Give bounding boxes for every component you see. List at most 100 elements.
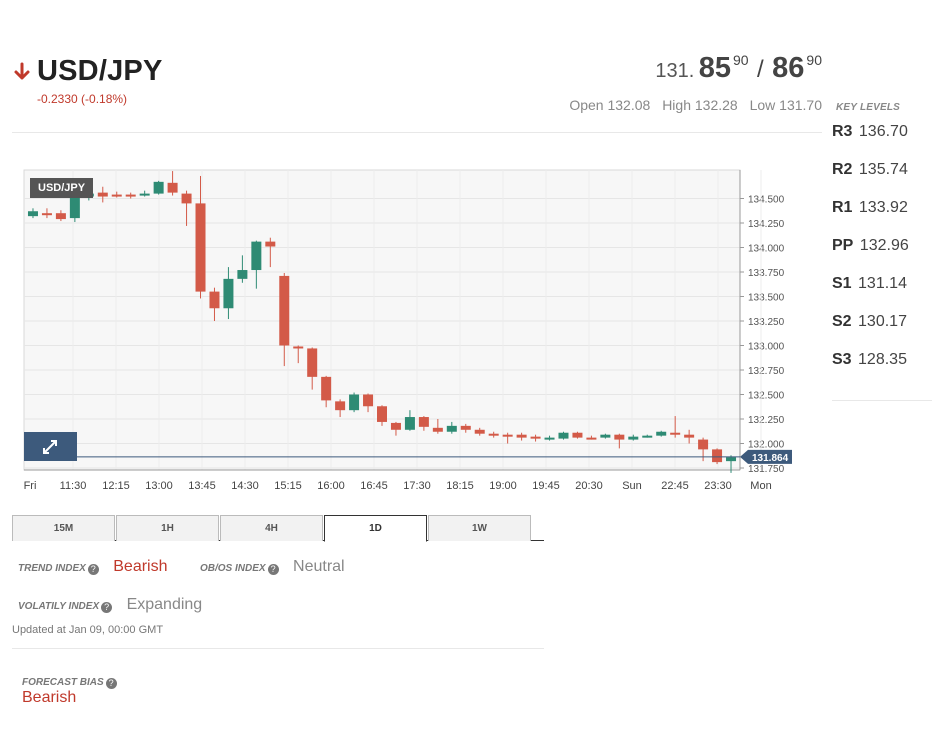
price-chart[interactable]: 134.500 134.250 134.000 133.750 133.500 133.2… [22,168,796,498]
x-tick-label: 13:45 [188,480,216,492]
volatility-index-row: VOLATILY INDEX? Expanding [18,596,202,614]
level-name: PP [832,237,854,254]
help-icon[interactable]: ? [101,602,113,613]
level-value: 130.17 [858,313,907,330]
x-tick-label: Sun [622,480,642,492]
obos-index-row: OB/OS INDEX? Neutral [200,558,345,576]
divider [832,400,932,401]
candle-body [55,213,66,220]
level-value: 135.74 [858,161,908,178]
candle-body [237,270,248,279]
trend-index-row: TREND INDEX? Bearish [18,558,168,576]
candle-body [125,194,136,197]
bid-big: 85 [698,52,731,84]
y-tick-label: 132.250 [748,415,785,426]
x-tick-label: 14:30 [231,480,259,492]
x-tick-label: 20:30 [575,480,603,492]
level-name: S2 [832,313,852,330]
level-value: 131.14 [858,275,907,292]
open-high-low: Open 132.08 High 132.28 Low 131.70 [561,97,822,113]
x-tick-label: 19:45 [532,480,560,492]
candle-body [418,417,429,427]
candle-body [684,434,695,438]
candle-body [726,457,737,462]
candle-body [474,429,485,434]
key-level-s3: S3 128.35 [832,349,942,387]
key-level-r3: R3 136.70 [832,121,942,159]
x-tick-label: 22:45 [661,480,689,492]
updated-timestamp: Updated at Jan 09, 00:00 GMT [12,624,164,636]
y-tick-label: 131.750 [748,464,785,475]
candlestick-chart[interactable]: 134.500 134.250 134.000 133.750 133.500 133.2… [22,168,796,498]
candle-body [209,291,220,309]
candle-body [390,422,401,430]
tab-4h[interactable]: 4H [220,515,323,541]
volatility-index-value: Expanding [126,596,203,613]
help-icon[interactable]: ? [267,564,279,575]
x-tick-label: 12:15 [102,480,130,492]
tab-1w[interactable]: 1W [428,515,531,541]
candle-body [600,434,611,438]
expand-chart-button[interactable] [24,432,77,461]
y-tick-label: 133.250 [748,317,785,328]
low-value: Low 131.70 [749,97,822,113]
key-level-pp: PP 132.96 [832,235,942,273]
level-name: R3 [832,123,853,140]
x-tick-label: Fri [24,480,37,492]
level-value: 132.96 [859,237,909,254]
candle-body [111,194,122,197]
help-icon[interactable]: ? [87,564,99,575]
chart-symbol-label: USD/JPY [30,178,94,198]
candle-body [516,434,527,438]
pair-title: USD/JPY [37,55,163,87]
candle-body [656,431,667,436]
level-name: R2 [832,161,853,178]
candle-body [614,434,625,440]
bid-prefix: 131. [655,60,695,82]
level-value: 133.92 [858,199,908,216]
key-level-s2: S2 130.17 [832,311,942,349]
obos-index-value: Neutral [293,558,345,575]
candle-body [153,181,164,194]
key-levels-panel: KEY LEVELS R3 136.70 R2 135.74 R1 133.92… [832,102,942,387]
candle-body [460,425,471,430]
price-change: -0.2330 (-0.18%) [37,92,128,106]
open-value: Open 132.08 [569,97,651,113]
candle-body [432,427,443,432]
trend-index-value: Bearish [113,558,168,575]
candle-body [670,432,681,435]
help-icon[interactable]: ? [105,678,117,689]
level-value: 136.70 [858,123,908,140]
ask-big: 86 [772,52,805,84]
tab-1d[interactable]: 1D [324,515,427,542]
x-tick-label: 15:15 [274,480,302,492]
candle-body [139,193,150,196]
level-name: S3 [832,351,852,368]
x-tick-label: 16:45 [360,480,388,492]
candle-body [698,439,709,450]
tab-1h[interactable]: 1H [116,515,219,541]
divider [12,132,822,133]
volatility-index-label: VOLATILY INDEX [18,601,100,612]
x-tick-label: 13:00 [145,480,173,492]
tab-15m[interactable]: 15M [12,515,115,541]
key-level-s1: S1 131.14 [832,273,942,311]
y-tick-label: 132.750 [748,366,785,377]
x-tick-label: 11:30 [60,480,87,492]
y-tick-label: 134.250 [748,219,785,230]
level-value: 128.35 [858,351,907,368]
candle-body [195,203,206,292]
candle-body [321,376,332,401]
x-tick-label: 19:00 [489,480,517,492]
candle-body [404,417,415,430]
candle-body [349,394,360,411]
bid-ask-quote: 131. 85 90 / 86 90 [655,52,822,85]
candle-body [335,401,346,411]
expand-icon [43,440,57,454]
current-price-tag [740,449,792,464]
candle-body [530,436,541,439]
key-level-r1: R1 133.92 [832,197,942,235]
bid-sup: 90 [733,52,749,68]
candle-body [586,437,597,440]
y-tick-label: 133.750 [748,268,785,279]
